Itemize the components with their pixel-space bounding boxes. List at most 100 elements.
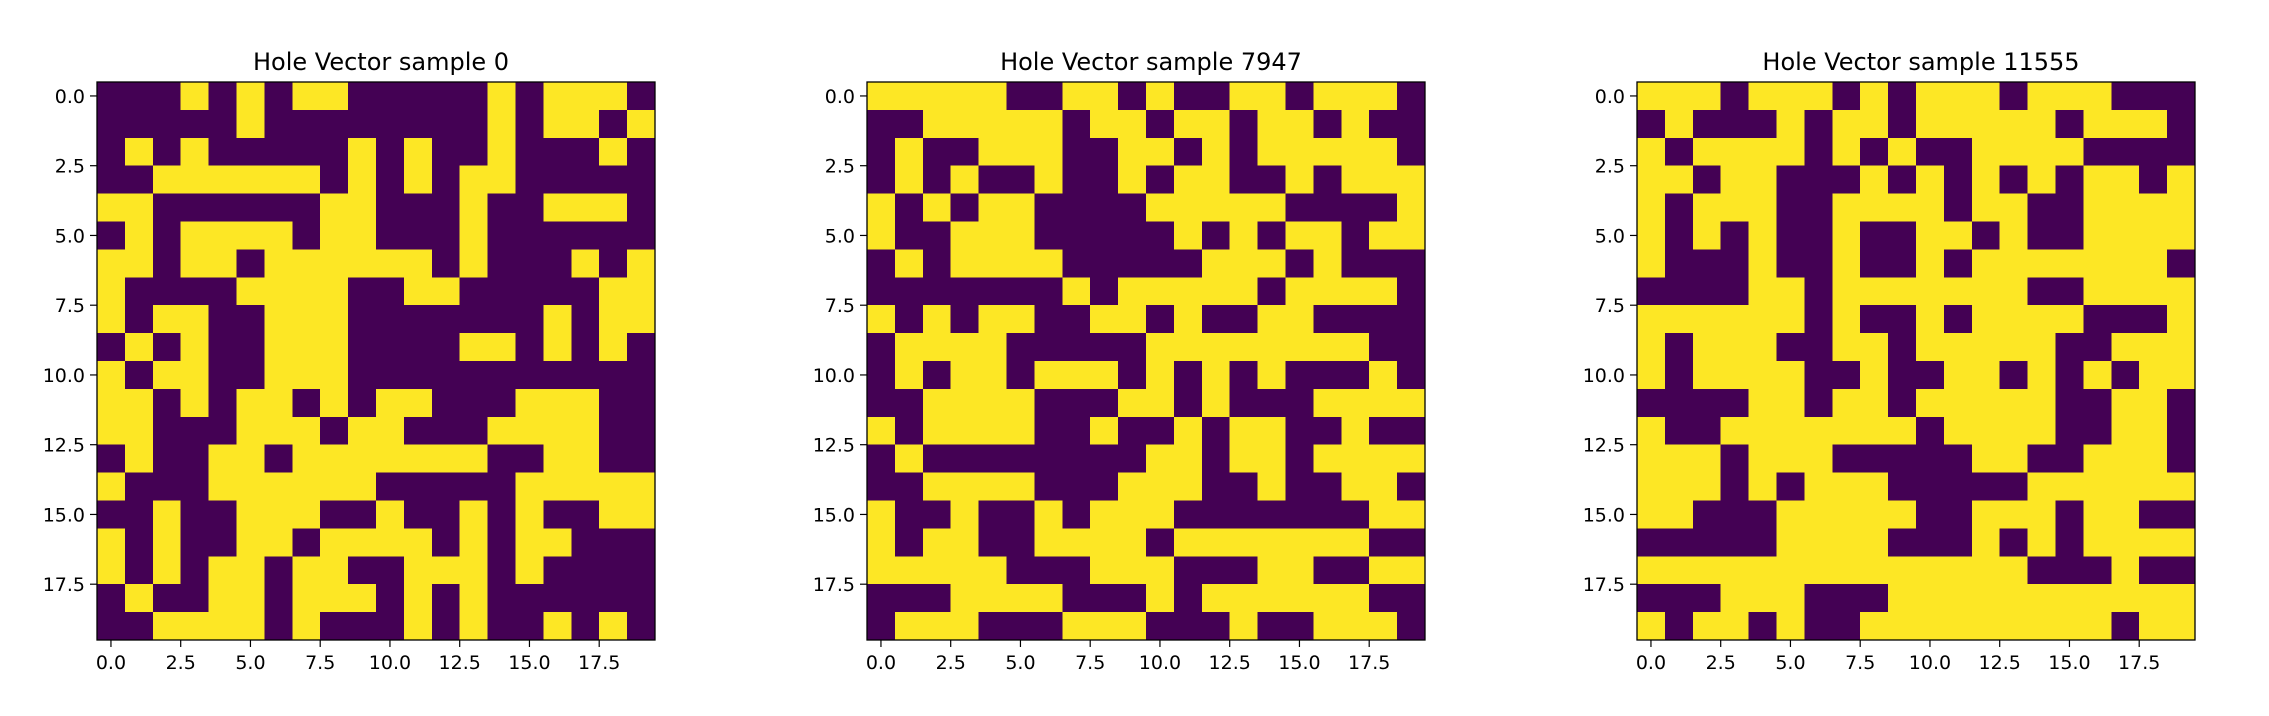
heatmap-cell (2083, 305, 2112, 334)
heatmap-cell (1720, 249, 1749, 278)
heatmap-cell (152, 305, 182, 334)
heatmap-cell (1664, 193, 1694, 222)
heatmap-cell (1664, 584, 1694, 613)
heatmap-cell (1999, 221, 2028, 250)
heatmap-cell (431, 221, 461, 250)
heatmap-cell (1257, 109, 1286, 139)
heatmap-cell (950, 416, 979, 446)
heatmap-cell (1090, 444, 1119, 473)
heatmap-cell (1748, 472, 1777, 501)
heatmap-cell (627, 165, 656, 194)
heatmap-cell (1999, 82, 2028, 111)
heatmap-cell (1034, 305, 1063, 334)
heatmap-cell (1090, 416, 1119, 446)
x-tick-label: 15.0 (508, 652, 550, 674)
heatmap-cell (97, 388, 126, 418)
heatmap-cell (1229, 500, 1258, 529)
heatmap-cell (1146, 165, 1175, 194)
heatmap-cell (2027, 612, 2056, 641)
heatmap-cell (236, 528, 265, 557)
heatmap-cell (208, 556, 237, 585)
heatmap-cell (1257, 528, 1286, 557)
heatmap-cell (1776, 361, 1805, 390)
heatmap-cell (320, 82, 349, 111)
heatmap-cell (1369, 416, 1398, 446)
heatmap-cell (1397, 361, 1426, 390)
heatmap-cell (2055, 305, 2084, 334)
heatmap-cell (1146, 472, 1175, 501)
heatmap-cell (1369, 249, 1398, 278)
heatmap-cell (320, 584, 349, 613)
heatmap-cell (431, 333, 461, 362)
heatmap-cell (978, 193, 1007, 222)
heatmap-cell (1971, 444, 2001, 473)
heatmap-cell (236, 416, 265, 446)
heatmap-cell (1341, 221, 1370, 250)
heatmap-cell (1664, 361, 1694, 390)
heatmap-cell (2111, 528, 2140, 557)
heatmap-cell (1971, 249, 2001, 278)
heatmap-cell (1062, 249, 1091, 278)
heatmap-cell (431, 277, 461, 306)
heatmap-cell (459, 500, 488, 529)
heatmap-cell (1888, 193, 1917, 222)
heatmap-cell (1692, 444, 1722, 473)
heatmap-cell (1888, 388, 1917, 418)
heatmap-cell (2055, 584, 2084, 613)
heatmap-cell (2111, 416, 2140, 446)
heatmap-cell (1888, 221, 1917, 250)
heatmap-cell (264, 193, 293, 222)
heatmap-cell (152, 612, 182, 641)
heatmap-cell (292, 584, 321, 613)
heatmap-cell (1397, 249, 1426, 278)
heatmap-cell (1748, 444, 1777, 473)
heatmap-cell (627, 361, 656, 390)
heatmap-cell (180, 388, 209, 418)
heatmap-cell (1397, 528, 1426, 557)
heatmap-cell (1146, 109, 1175, 139)
heatmap-cell (1916, 361, 1945, 390)
heatmap-cell (2167, 584, 2196, 613)
heatmap-cell (1173, 305, 1203, 334)
heatmap-cell (1832, 361, 1861, 390)
heatmap-cell (1397, 333, 1426, 362)
heatmap-cell (1146, 82, 1175, 111)
heatmap-cell (1692, 221, 1722, 250)
heatmap-cell (950, 444, 979, 473)
heatmap-cell (1006, 528, 1035, 557)
x-tick-label: 12.5 (1209, 652, 1251, 674)
heatmap-cell (922, 556, 952, 585)
heatmap-cell (1006, 305, 1035, 334)
heatmap-cell (487, 82, 516, 111)
heatmap-cell (1943, 193, 1973, 222)
heatmap-cell (1832, 556, 1861, 585)
heatmap-cell (922, 165, 952, 194)
heatmap-cell (1664, 444, 1694, 473)
heatmap-cell (515, 416, 544, 446)
heatmap-cell (571, 221, 600, 250)
heatmap-cell (124, 472, 154, 501)
heatmap-cell (1692, 528, 1722, 557)
heatmap-cell (1720, 305, 1749, 334)
heatmap-cell (236, 584, 265, 613)
heatmap-cell (1832, 444, 1861, 473)
heatmap-cell (1090, 193, 1119, 222)
heatmap-cell (543, 333, 572, 362)
heatmap-cell (1999, 137, 2028, 167)
heatmap-cell (208, 500, 237, 529)
heatmap-cell (599, 556, 628, 585)
heatmap-cell (97, 82, 126, 111)
heatmap-cell (1397, 444, 1426, 473)
heatmap-cell (431, 556, 461, 585)
heatmap-cell (487, 193, 516, 222)
heatmap-cell (2027, 165, 2056, 194)
heatmap-cell (1146, 612, 1175, 641)
heatmap-cell (2083, 277, 2112, 306)
heatmap-cell (2083, 612, 2112, 641)
y-tick-label: 7.5 (55, 295, 85, 317)
heatmap-cell (1832, 221, 1861, 250)
heatmap-cell (571, 416, 600, 446)
heatmap-cell (236, 361, 265, 390)
heatmap-cell (867, 528, 896, 557)
heatmap-cell (180, 612, 209, 641)
